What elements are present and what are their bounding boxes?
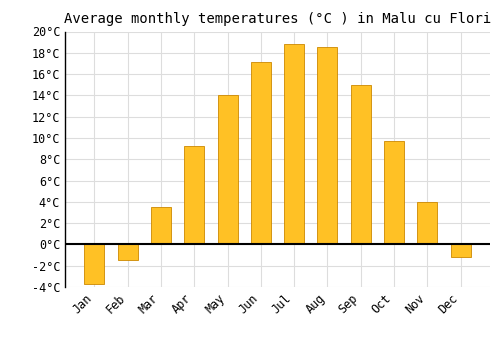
Bar [351, 85, 371, 244]
Bar [450, 244, 470, 257]
Bar [318, 48, 338, 244]
Bar [184, 147, 204, 244]
Bar [218, 95, 238, 244]
Bar [251, 62, 271, 244]
Bar [118, 244, 138, 260]
Bar [151, 207, 171, 244]
Bar [418, 202, 438, 244]
Bar [384, 141, 404, 244]
Bar [284, 44, 304, 244]
Bar [84, 244, 104, 284]
Title: Average monthly temperatures (°C ) in Malu cu Flori: Average monthly temperatures (°C ) in Ma… [64, 12, 491, 26]
